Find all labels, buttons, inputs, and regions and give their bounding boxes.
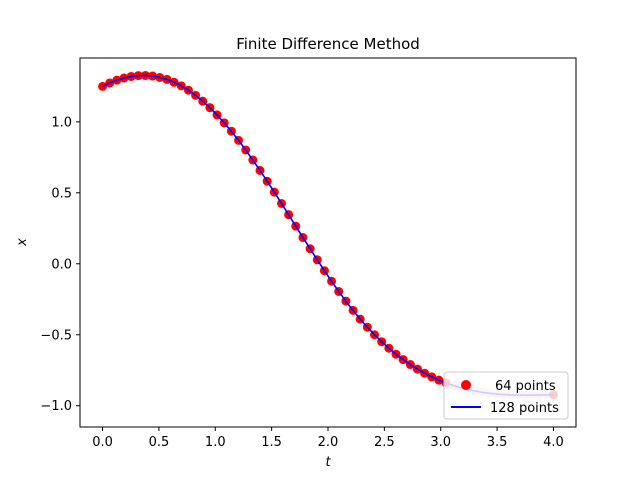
- x-tick-label: 4.0: [543, 435, 564, 450]
- legend-label-128-points: 128 points: [490, 401, 559, 416]
- y-tick-label: 0.0: [51, 257, 72, 272]
- x-tick-label: 1.0: [205, 435, 226, 450]
- legend-marker-64-points: [461, 380, 471, 390]
- x-tick-label: 3.0: [430, 435, 451, 450]
- axis-ticks: 0.0 0.5 1.0 1.5 2.0 2.5 3.0 3.5 4.0 −1.0 −0.5 0.0 0.…: [40, 115, 563, 450]
- x-tick-label: 2.0: [318, 435, 339, 450]
- y-tick-label: −0.5: [40, 328, 72, 343]
- x-tick-label: 3.5: [487, 435, 508, 450]
- y-tick-label: 0.5: [51, 186, 72, 201]
- x-tick-label: 0.0: [92, 435, 113, 450]
- y-axis-label: x: [15, 238, 30, 247]
- y-tick-label: 1.0: [51, 115, 72, 130]
- legend-label-64-points: 64 points: [495, 379, 556, 394]
- legend: 64 points 128 points: [443, 371, 569, 420]
- line-128-points: [102, 74, 554, 397]
- x-tick-label: 2.5: [374, 435, 395, 450]
- chart-title: Finite Difference Method: [236, 35, 420, 53]
- x-tick-label: 0.5: [149, 435, 170, 450]
- x-axis-label: t: [325, 455, 331, 470]
- y-tick-label: −1.0: [40, 399, 72, 414]
- x-tick-label: 1.5: [261, 435, 282, 450]
- plot-area: [98, 70, 558, 400]
